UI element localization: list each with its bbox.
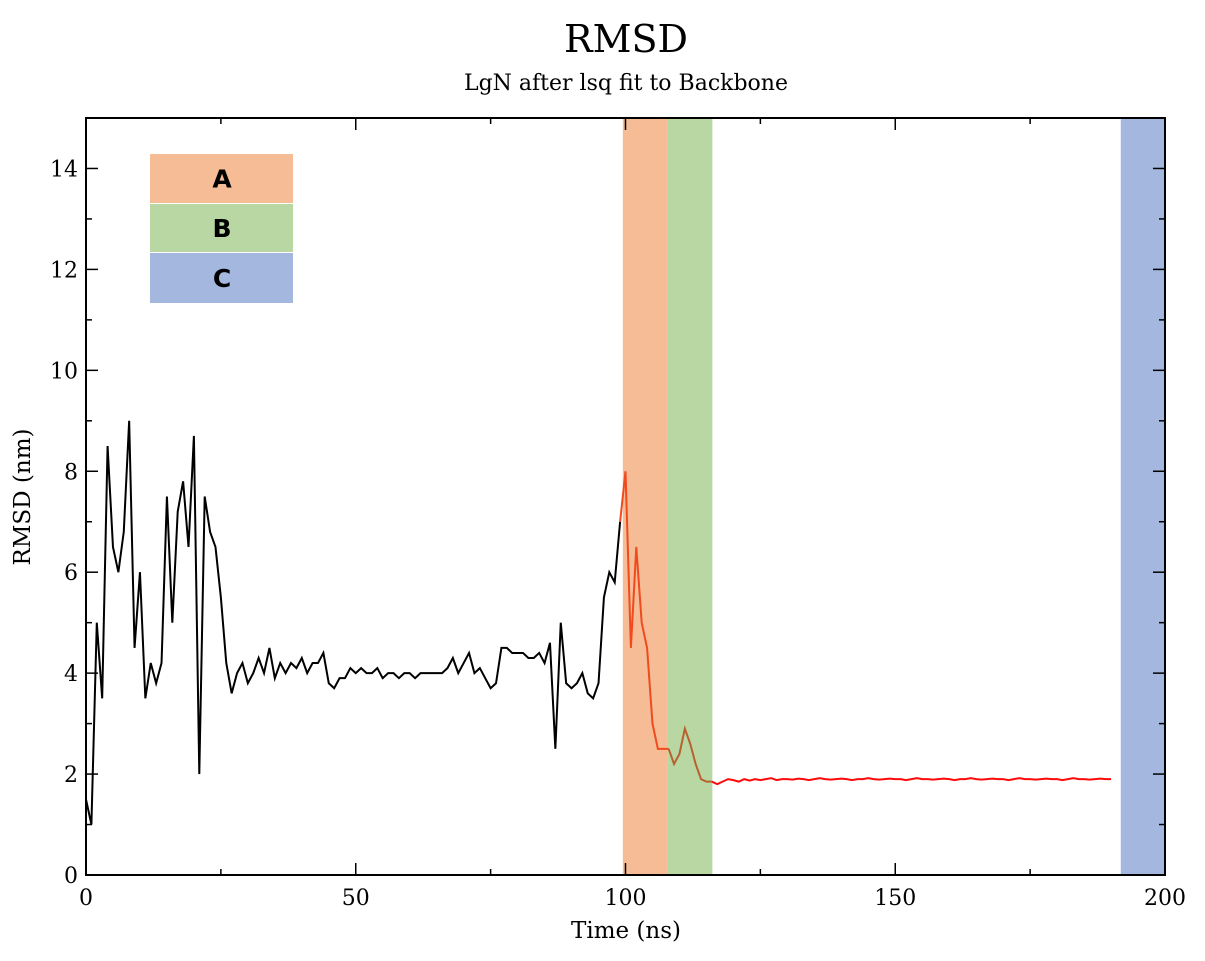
highlight-regions: [622, 118, 1165, 875]
rmsd-line-segment: [667, 724, 712, 783]
y-tick-label: 14: [50, 157, 78, 182]
rmsd-line-segment: [85, 420, 622, 825]
y-tick-label: 0: [64, 864, 78, 889]
rmsd-line-segment: [711, 777, 1112, 786]
x-tick-labels: 0 50 100 150 200: [79, 886, 1186, 911]
legend-swatch-B: [150, 204, 293, 252]
legend-label-B: B: [212, 214, 231, 243]
legend-label-C: C: [213, 264, 231, 293]
x-tick-label: 100: [605, 886, 647, 911]
chart-title: RMSD: [564, 17, 688, 61]
y-axis-label: RMSD (nm): [10, 429, 36, 566]
legend-label-A: A: [212, 165, 232, 194]
legend-swatch-A: [150, 154, 293, 203]
legend: ABC: [150, 154, 293, 303]
x-axis-label: Time (ns): [571, 918, 681, 944]
x-tick-label: 0: [79, 886, 93, 911]
region-A: [622, 118, 668, 875]
region-C: [1120, 118, 1165, 875]
y-tick-labels: 0 2 4 6 8 10 12 14: [50, 157, 78, 889]
x-tick-label: 200: [1144, 886, 1186, 911]
y-tick-label: 6: [64, 561, 78, 586]
y-tick-label: 12: [50, 258, 78, 283]
x-tick-label: 50: [342, 886, 370, 911]
y-tick-label: 4: [64, 662, 78, 687]
x-tick-label: 150: [874, 886, 916, 911]
rmsd-line: [85, 420, 1112, 825]
legend-swatch-C: [150, 253, 293, 303]
chart-subtitle: LgN after lsq fit to Backbone: [464, 71, 788, 96]
region-B: [667, 118, 713, 875]
y-tick-label: 2: [64, 763, 78, 788]
rmsd-line-segment: [619, 471, 669, 750]
y-tick-label: 8: [64, 460, 78, 485]
axis-ticks: [85, 117, 1166, 876]
y-tick-label: 10: [50, 359, 78, 384]
